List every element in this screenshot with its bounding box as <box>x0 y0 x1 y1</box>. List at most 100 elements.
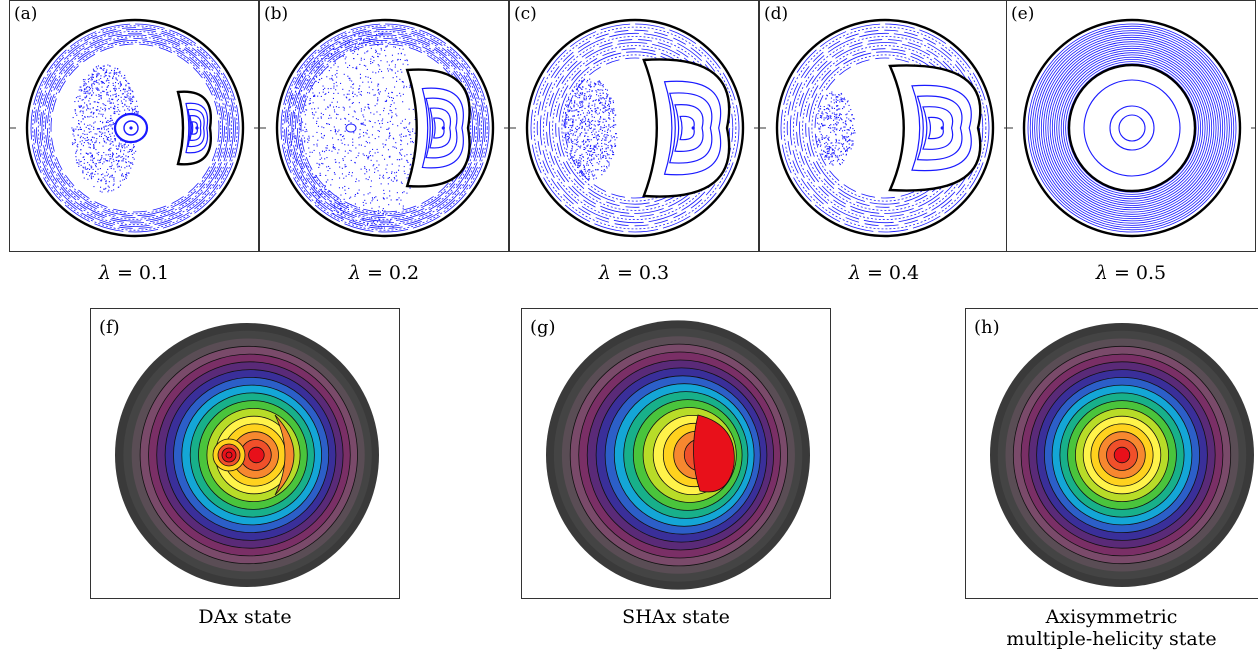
scatter-point <box>287 144 289 146</box>
scatter-point <box>91 75 93 77</box>
scatter-point <box>594 83 596 85</box>
scatter-point <box>112 144 114 146</box>
scatter-point <box>84 96 86 98</box>
scatter-point <box>835 116 837 118</box>
scatter-point <box>302 121 304 123</box>
scatter-point <box>835 142 837 144</box>
scatter-point <box>829 110 831 112</box>
panel-label-f: (f) <box>99 317 120 338</box>
scatter-point <box>309 151 311 153</box>
scatter-point <box>317 117 319 119</box>
scatter-point <box>370 186 372 188</box>
scatter-point <box>577 105 579 107</box>
scatter-point <box>823 106 825 108</box>
scatter-point <box>90 167 92 169</box>
scatter-point <box>837 99 839 101</box>
scatter-point <box>844 137 846 139</box>
scatter-point <box>325 108 327 110</box>
nested-surface <box>1118 114 1146 142</box>
scatter-point <box>840 118 842 120</box>
scatter-point <box>568 141 570 143</box>
scatter-point <box>585 88 587 90</box>
scatter-point <box>118 87 120 89</box>
scatter-point <box>368 108 370 110</box>
scatter-point <box>84 133 86 135</box>
scatter-point <box>122 158 124 160</box>
scatter-point <box>101 133 103 135</box>
scatter-point <box>589 161 591 163</box>
scatter-point <box>337 131 339 133</box>
scatter-point <box>843 98 845 100</box>
scatter-point <box>333 106 335 108</box>
scatter-point <box>603 98 605 100</box>
scatter-point <box>77 143 79 145</box>
scatter-point <box>117 166 119 168</box>
scatter-point <box>118 142 120 144</box>
scatter-point <box>586 138 588 140</box>
scatter-point <box>839 164 841 166</box>
scatter-point <box>597 169 599 171</box>
scatter-point <box>615 124 617 126</box>
scatter-point <box>840 99 842 101</box>
scatter-point <box>342 88 344 90</box>
scatter-point <box>118 160 120 162</box>
scatter-point <box>110 120 112 122</box>
scatter-point <box>309 155 311 157</box>
scatter-point <box>114 108 116 110</box>
caption-g-line1: SHAx state <box>622 606 730 628</box>
scatter-point <box>568 127 570 129</box>
scatter-point <box>391 70 393 72</box>
scatter-point <box>108 149 110 151</box>
scatter-point <box>581 81 583 83</box>
scatter-point <box>333 109 335 111</box>
scatter-point <box>612 153 614 155</box>
scatter-point <box>345 165 347 167</box>
scatter-point <box>408 134 410 136</box>
flux-surface <box>1063 59 1201 197</box>
scatter-point <box>403 135 405 137</box>
scatter-point <box>404 127 406 129</box>
scatter-point <box>609 149 611 151</box>
flux-surface <box>1051 47 1213 209</box>
scatter-point <box>287 120 289 122</box>
scatter-point <box>839 129 841 131</box>
scatter-point <box>82 79 84 81</box>
scatter-point <box>841 119 843 121</box>
scatter-point <box>370 47 372 49</box>
scatter-point <box>376 40 378 42</box>
scatter-point <box>311 151 313 153</box>
scatter-point <box>573 115 575 117</box>
scatter-point <box>104 110 106 112</box>
scatter-point <box>93 147 95 149</box>
scatter-point <box>99 67 101 69</box>
scatter-point <box>349 221 351 223</box>
scatter-point <box>104 188 106 190</box>
nested-surface <box>185 102 209 154</box>
scatter-point <box>363 39 365 41</box>
scatter-point <box>608 165 610 167</box>
scatter-point <box>122 179 124 181</box>
scatter-point <box>73 128 75 130</box>
scatter-point <box>108 75 110 77</box>
scatter-point <box>409 168 411 170</box>
scatter-point <box>114 138 116 140</box>
scatter-point <box>294 116 296 118</box>
scatter-point <box>572 133 574 135</box>
scatter-point <box>594 146 596 148</box>
scatter-point <box>91 155 93 157</box>
scatter-point <box>607 145 609 147</box>
scatter-point <box>123 153 125 155</box>
scatter-point <box>572 118 574 120</box>
scatter-point <box>378 130 380 132</box>
scatter-point <box>383 198 385 200</box>
scatter-point <box>122 89 124 91</box>
scatter-point <box>341 203 343 205</box>
scatter-point <box>123 157 125 159</box>
scatter-point <box>128 99 130 101</box>
flux-surface <box>289 32 481 224</box>
scatter-point <box>124 91 126 93</box>
scatter-point <box>352 91 354 93</box>
scatter-point <box>102 69 104 71</box>
scatter-point <box>404 118 406 120</box>
scatter-point <box>117 156 119 158</box>
